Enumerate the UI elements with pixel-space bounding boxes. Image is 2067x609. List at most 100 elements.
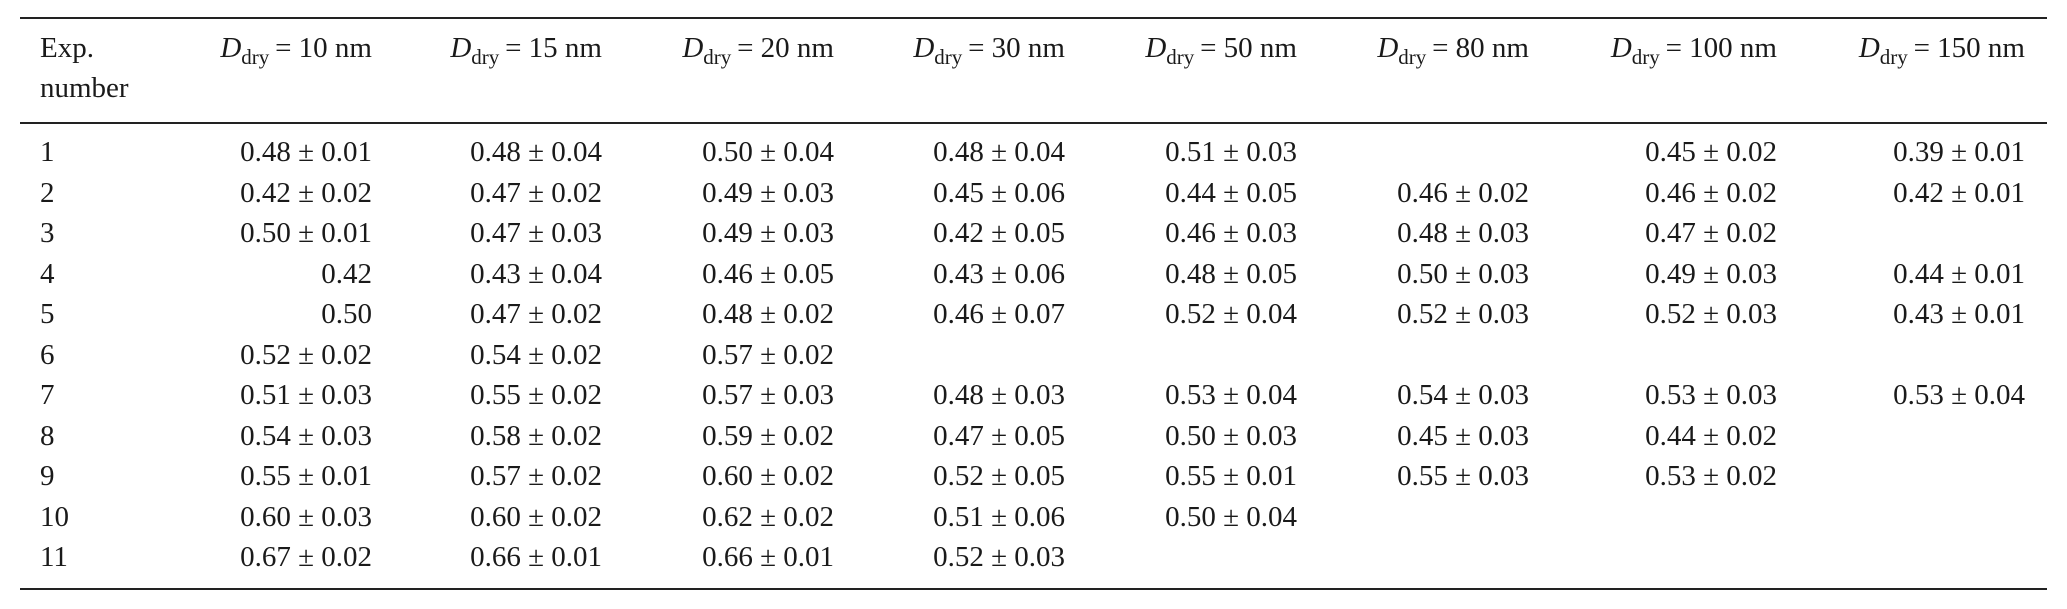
header-cell: Ddry = 20 nm — [682, 28, 834, 70]
table-cell: 0.51 ± 0.03 — [1165, 136, 1297, 168]
table-cell: 0.54 ± 0.03 — [1397, 379, 1529, 411]
header-subscript: dry — [934, 45, 963, 69]
header-text: = 15 nm — [505, 32, 602, 64]
header-subscript: dry — [471, 45, 500, 69]
header-cell: Ddry = 50 nm — [1145, 28, 1297, 70]
table-cell: 0.60 ± 0.02 — [470, 500, 602, 533]
header-cell: Ddry = 15 nm — [450, 28, 602, 70]
table-cell: 0.45 ± 0.02 — [1645, 136, 1777, 168]
header-text: = 30 nm — [968, 32, 1065, 64]
header-text: = 150 nm — [1913, 32, 2025, 64]
table-cell: 0.47 ± 0.03 — [470, 217, 602, 249]
table-cell: 0.55 ± 0.01 — [240, 460, 372, 492]
row-label: 9 — [40, 460, 55, 492]
table-cell: 0.48 ± 0.05 — [1165, 257, 1297, 290]
header-cell: Ddry = 100 nm — [1611, 28, 1777, 70]
header-symbol: D — [682, 32, 704, 64]
table-cell: 0.53 ± 0.02 — [1645, 460, 1777, 492]
row-label: 4 — [40, 257, 55, 290]
header-symbol: D — [1858, 32, 1880, 64]
header-subscript: dry — [1631, 45, 1660, 69]
table-cell: 0.43 ± 0.06 — [933, 257, 1065, 290]
table-cell: 0.42 — [321, 257, 372, 290]
table-cell: 0.55 ± 0.03 — [1397, 460, 1529, 492]
table-cell: 0.46 ± 0.03 — [1165, 217, 1297, 249]
table-cell: 0.50 ± 0.03 — [1397, 257, 1529, 290]
table-cell: 0.50 — [321, 298, 372, 330]
header-symbol: D — [1145, 32, 1167, 64]
table-cell: 0.50 ± 0.03 — [1165, 419, 1297, 452]
table-cell: 0.43 ± 0.04 — [470, 257, 602, 290]
top-rule — [20, 17, 2047, 19]
table-cell: 0.46 ± 0.05 — [702, 257, 834, 290]
table-cell: 0.50 ± 0.04 — [1165, 500, 1297, 533]
table-cell: 0.42 ± 0.02 — [240, 176, 372, 209]
table-cell: 0.39 ± 0.01 — [1893, 136, 2025, 168]
row-label: 3 — [40, 217, 55, 249]
table-cell: 0.58 ± 0.02 — [470, 419, 602, 452]
table-cell: 0.50 ± 0.01 — [240, 217, 372, 249]
table-cell: 0.51 ± 0.03 — [240, 379, 372, 411]
table-cell: 0.55 ± 0.01 — [1165, 460, 1297, 492]
row-label: 10 — [40, 500, 69, 533]
table-cell: 0.60 ± 0.02 — [702, 460, 834, 492]
header-subscript: dry — [241, 45, 270, 69]
table-cell: 0.51 ± 0.06 — [933, 500, 1065, 533]
header-symbol: D — [1377, 32, 1399, 64]
table-cell: 0.44 ± 0.02 — [1645, 419, 1777, 452]
header-symbol: D — [913, 32, 935, 64]
row-label: 1 — [40, 136, 55, 168]
table-cell: 0.46 ± 0.02 — [1645, 176, 1777, 209]
table-cell: 0.52 ± 0.03 — [1645, 298, 1777, 330]
table-cell: 0.62 ± 0.02 — [702, 500, 834, 533]
table-cell: 0.42 ± 0.01 — [1893, 176, 2025, 209]
table-cell: 0.52 ± 0.02 — [240, 338, 372, 371]
table-cell: 0.67 ± 0.02 — [240, 541, 372, 573]
header-subscript: dry — [703, 45, 732, 69]
header-subscript: dry — [1879, 45, 1908, 69]
table-cell: 0.66 ± 0.01 — [470, 541, 602, 573]
row-label: 5 — [40, 298, 55, 330]
table-cell: 0.48 ± 0.04 — [933, 136, 1065, 168]
header-symbol: D — [220, 32, 242, 64]
table-cell: 0.49 ± 0.03 — [702, 217, 834, 249]
table-cell: 0.47 ± 0.02 — [470, 176, 602, 209]
row-label: 8 — [40, 419, 55, 452]
header-cell: Ddry = 150 nm — [1859, 28, 2025, 70]
row-label: 11 — [40, 541, 68, 573]
table-cell: 0.52 ± 0.03 — [933, 541, 1065, 573]
row-label: 6 — [40, 338, 55, 371]
table-cell: 0.53 ± 0.04 — [1165, 379, 1297, 411]
table-cell: 0.47 ± 0.05 — [933, 419, 1065, 452]
table-cell: 0.52 ± 0.04 — [1165, 298, 1297, 330]
header-symbol: D — [1610, 32, 1632, 64]
table-cell: 0.45 ± 0.06 — [933, 176, 1065, 209]
header-cell: Ddry = 10 nm — [220, 28, 372, 70]
table-cell: 0.45 ± 0.03 — [1397, 419, 1529, 452]
table-cell: 0.54 ± 0.03 — [240, 419, 372, 452]
header-subscript: dry — [1166, 45, 1195, 69]
table-cell: 0.44 ± 0.05 — [1165, 176, 1297, 209]
table-cell: 0.57 ± 0.03 — [702, 379, 834, 411]
table-cell: 0.48 ± 0.02 — [702, 298, 834, 330]
table-cell: 0.44 ± 0.01 — [1893, 257, 2025, 290]
header-symbol: D — [450, 32, 472, 64]
table-cell: 0.48 ± 0.03 — [933, 379, 1065, 411]
table-cell: 0.42 ± 0.05 — [933, 217, 1065, 249]
header-cell: number — [40, 72, 129, 104]
table-cell: 0.53 ± 0.04 — [1893, 379, 2025, 411]
table-cell: 0.52 ± 0.05 — [933, 460, 1065, 492]
table-cell: 0.57 ± 0.02 — [470, 460, 602, 492]
table-cell: 0.47 ± 0.02 — [470, 298, 602, 330]
table-cell: 0.59 ± 0.02 — [702, 419, 834, 452]
header-cell: Exp. — [40, 32, 94, 64]
table-cell: 0.43 ± 0.01 — [1893, 298, 2025, 330]
table-cell: 0.48 ± 0.01 — [240, 136, 372, 168]
table-cell: 0.46 ± 0.02 — [1397, 176, 1529, 209]
header-text: = 100 nm — [1665, 32, 1777, 64]
header-text: = 50 nm — [1200, 32, 1297, 64]
header-text: = 10 nm — [275, 32, 372, 64]
row-label: 2 — [40, 176, 55, 209]
table-cell: 0.46 ± 0.07 — [933, 298, 1065, 330]
